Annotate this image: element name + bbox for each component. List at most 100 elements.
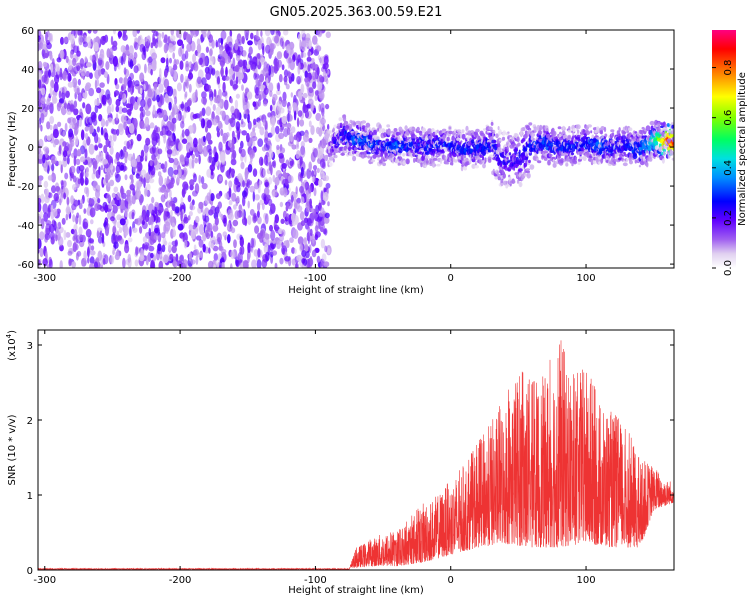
noise-mark	[321, 113, 325, 120]
noise-mark	[117, 106, 124, 114]
noise-mark	[231, 192, 237, 202]
noise-mark	[200, 176, 205, 185]
noise-mark	[179, 154, 185, 163]
noise-mark	[275, 170, 282, 178]
noise-mark	[70, 33, 75, 45]
noise-mark	[281, 64, 285, 71]
noise-mark	[126, 118, 132, 125]
noise-mark	[100, 118, 106, 128]
noise-mark	[167, 211, 171, 219]
signal-mark	[572, 130, 575, 136]
noise-mark	[308, 120, 312, 128]
signal-mark	[496, 170, 499, 176]
signal-mark	[518, 168, 523, 172]
signal-mark	[448, 126, 452, 130]
noise-mark	[281, 242, 284, 248]
signal-mark	[338, 150, 341, 153]
noise-mark	[279, 37, 284, 47]
noise-mark	[243, 113, 247, 119]
noise-mark	[38, 202, 42, 213]
signal-mark	[502, 155, 507, 159]
noise-mark	[230, 168, 235, 176]
signal-mark	[525, 153, 529, 157]
noise-mark	[223, 217, 227, 227]
signal-mark	[533, 126, 537, 133]
noise-mark	[87, 246, 90, 258]
noise-mark	[167, 241, 172, 251]
noise-mark	[219, 56, 226, 68]
noise-mark	[170, 209, 173, 217]
noise-mark	[203, 135, 206, 143]
noise-mark	[207, 222, 213, 233]
signal-mark	[587, 124, 592, 128]
signal-mark	[600, 126, 605, 131]
signal-mark	[390, 130, 394, 134]
noise-mark	[308, 39, 312, 50]
noise-mark	[60, 36, 64, 45]
noise-mark	[138, 255, 145, 262]
noise-mark	[205, 46, 209, 53]
signal-mark	[507, 135, 513, 138]
noise-mark	[148, 245, 155, 252]
noise-mark	[257, 216, 262, 225]
noise-mark	[116, 192, 121, 201]
noise-mark	[101, 94, 107, 106]
noise-mark	[318, 150, 323, 160]
noise-mark	[226, 132, 230, 138]
signal-mark	[367, 155, 371, 159]
noise-mark	[79, 234, 84, 242]
noise-mark	[49, 50, 53, 60]
noise-mark	[94, 132, 99, 144]
noise-mark	[284, 178, 289, 186]
noise-mark	[81, 261, 85, 267]
noise-mark	[166, 149, 173, 155]
signal-mark	[552, 130, 557, 137]
noise-mark	[72, 184, 77, 191]
noise-mark	[176, 161, 181, 171]
noise-mark	[316, 255, 321, 264]
noise-mark	[249, 137, 254, 144]
noise-mark	[130, 138, 134, 146]
noise-mark	[179, 60, 184, 70]
noise-mark	[89, 262, 95, 268]
signal-mark	[376, 154, 381, 158]
noise-mark	[193, 64, 199, 72]
noise-mark	[167, 166, 174, 177]
noise-mark	[300, 141, 305, 148]
noise-mark	[71, 203, 77, 211]
noise-mark	[297, 236, 304, 245]
noise-mark	[314, 94, 318, 102]
noise-mark	[82, 102, 86, 109]
noise-mark	[139, 43, 145, 53]
noise-mark	[172, 52, 175, 59]
signal-mark	[333, 124, 338, 129]
noise-mark	[225, 66, 228, 77]
noise-mark	[311, 249, 317, 258]
noise-mark	[215, 193, 221, 200]
signal-mark	[363, 155, 368, 158]
noise-mark	[45, 31, 48, 43]
noise-mark	[110, 255, 115, 265]
noise-mark	[164, 93, 169, 103]
noise-mark	[166, 85, 171, 93]
noise-mark	[269, 242, 275, 251]
noise-mark	[192, 113, 198, 120]
noise-mark	[157, 209, 162, 216]
noise-mark	[73, 45, 79, 53]
signal-mark	[530, 132, 536, 138]
noise-mark	[144, 63, 147, 74]
noise-mark	[94, 145, 99, 151]
noise-mark	[176, 82, 182, 92]
noise-mark	[120, 84, 127, 91]
noise-mark	[113, 90, 120, 96]
noise-mark	[40, 112, 45, 124]
noise-mark	[72, 175, 77, 183]
noise-mark	[59, 144, 62, 155]
noise-mark	[249, 185, 256, 193]
noise-mark	[64, 142, 70, 152]
noise-mark	[163, 254, 169, 264]
signal-mark	[508, 152, 512, 156]
noise-mark	[231, 130, 235, 140]
signal-mark	[579, 156, 584, 160]
